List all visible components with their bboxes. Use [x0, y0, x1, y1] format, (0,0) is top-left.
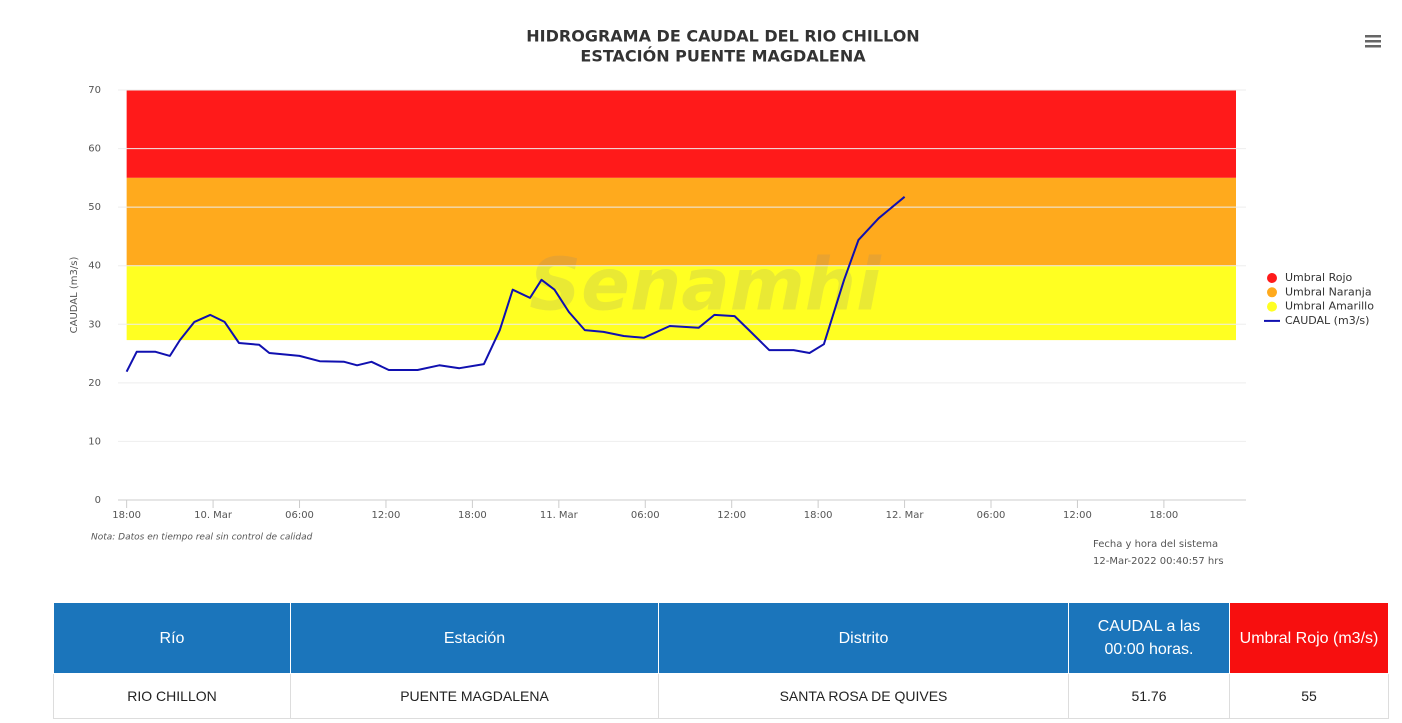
chart-title: HIDROGRAMA DE CAUDAL DEL RIO CHILLON [526, 27, 919, 46]
table-header: Umbral Rojo (m3/s) [1229, 602, 1389, 674]
data-table: Río Estación Distrito CAUDAL a las 00:00 ho… [53, 602, 1389, 719]
chart-subtitle: ESTACIÓN PUENTE MAGDALENA [580, 47, 866, 66]
table-cell: 51.76 [1068, 673, 1230, 719]
y-tick-label: 70 [88, 85, 101, 96]
x-tick-label: 18:00 [804, 510, 833, 521]
y-tick-label: 30 [88, 319, 101, 330]
caudal-line [125, 196, 906, 373]
timestamp: 12-Mar-2022 00:40:57 hrs [1093, 556, 1224, 567]
x-tick-label: 06:00 [285, 510, 314, 521]
legend-label: Umbral Rojo [1285, 271, 1353, 284]
legend-label: Umbral Amarillo [1285, 300, 1374, 313]
note: Nota: Datos en tiempo real sin control d… [91, 533, 313, 543]
menu-icon[interactable] [1365, 35, 1381, 48]
legend-marker [1267, 301, 1277, 312]
x-tick-label: 12:00 [1063, 510, 1092, 521]
watermark: Senamhi [529, 243, 882, 327]
y-axis-label: CAUDAL (m3/s) [69, 257, 80, 334]
menu-bar[interactable] [1365, 35, 1381, 38]
threshold-band [126, 90, 1236, 178]
x-tick-label: 06:00 [631, 510, 660, 521]
y-tick-label: 0 [95, 495, 101, 506]
y-tick-label: 50 [88, 202, 101, 213]
y-tick-label: 10 [88, 436, 101, 447]
legend-label: Umbral Naranja [1285, 285, 1372, 298]
y-tick-label: 40 [88, 261, 101, 272]
x-tick-label: 12. Mar [886, 510, 925, 521]
table-cell: RIO CHILLON [53, 673, 291, 719]
legend-label: CAUDAL (m3/s) [1285, 314, 1369, 327]
legend-marker [1267, 287, 1277, 298]
y-tick-label: 20 [88, 378, 101, 389]
x-tick-label: 12:00 [717, 510, 746, 521]
timestamp-label: Fecha y hora del sistema [1093, 539, 1218, 550]
x-tick-label: 06:00 [977, 510, 1006, 521]
table-header: Río [53, 602, 291, 674]
table-cell: 55 [1229, 673, 1389, 719]
table-cell: SANTA ROSA DE QUIVES [658, 673, 1069, 719]
table-row: RIO CHILLON PUENTE MAGDALENA SANTA ROSA DE… [53, 673, 1389, 719]
x-tick-label: 18:00 [1149, 510, 1178, 521]
chart: HIDROGRAMA DE CAUDAL DEL RIO CHILLON EST… [69, 27, 1381, 567]
x-tick-label: 10. Mar [194, 510, 233, 521]
x-tick-label: 18:00 [458, 510, 487, 521]
menu-bar[interactable] [1365, 45, 1381, 48]
table-header: Distrito [658, 602, 1069, 674]
menu-bar[interactable] [1365, 40, 1381, 43]
table-cell: PUENTE MAGDALENA [290, 673, 659, 719]
y-tick-label: 60 [88, 144, 101, 155]
x-tick-label: 18:00 [112, 510, 141, 521]
threshold-band [126, 177, 1236, 266]
table-header: Estación [290, 602, 659, 674]
x-tick-label: 12:00 [372, 510, 401, 521]
x-tick-label: 11. Mar [540, 510, 579, 521]
table-header: CAUDAL a las 00:00 horas. [1068, 602, 1230, 674]
legend-marker [1267, 273, 1277, 283]
